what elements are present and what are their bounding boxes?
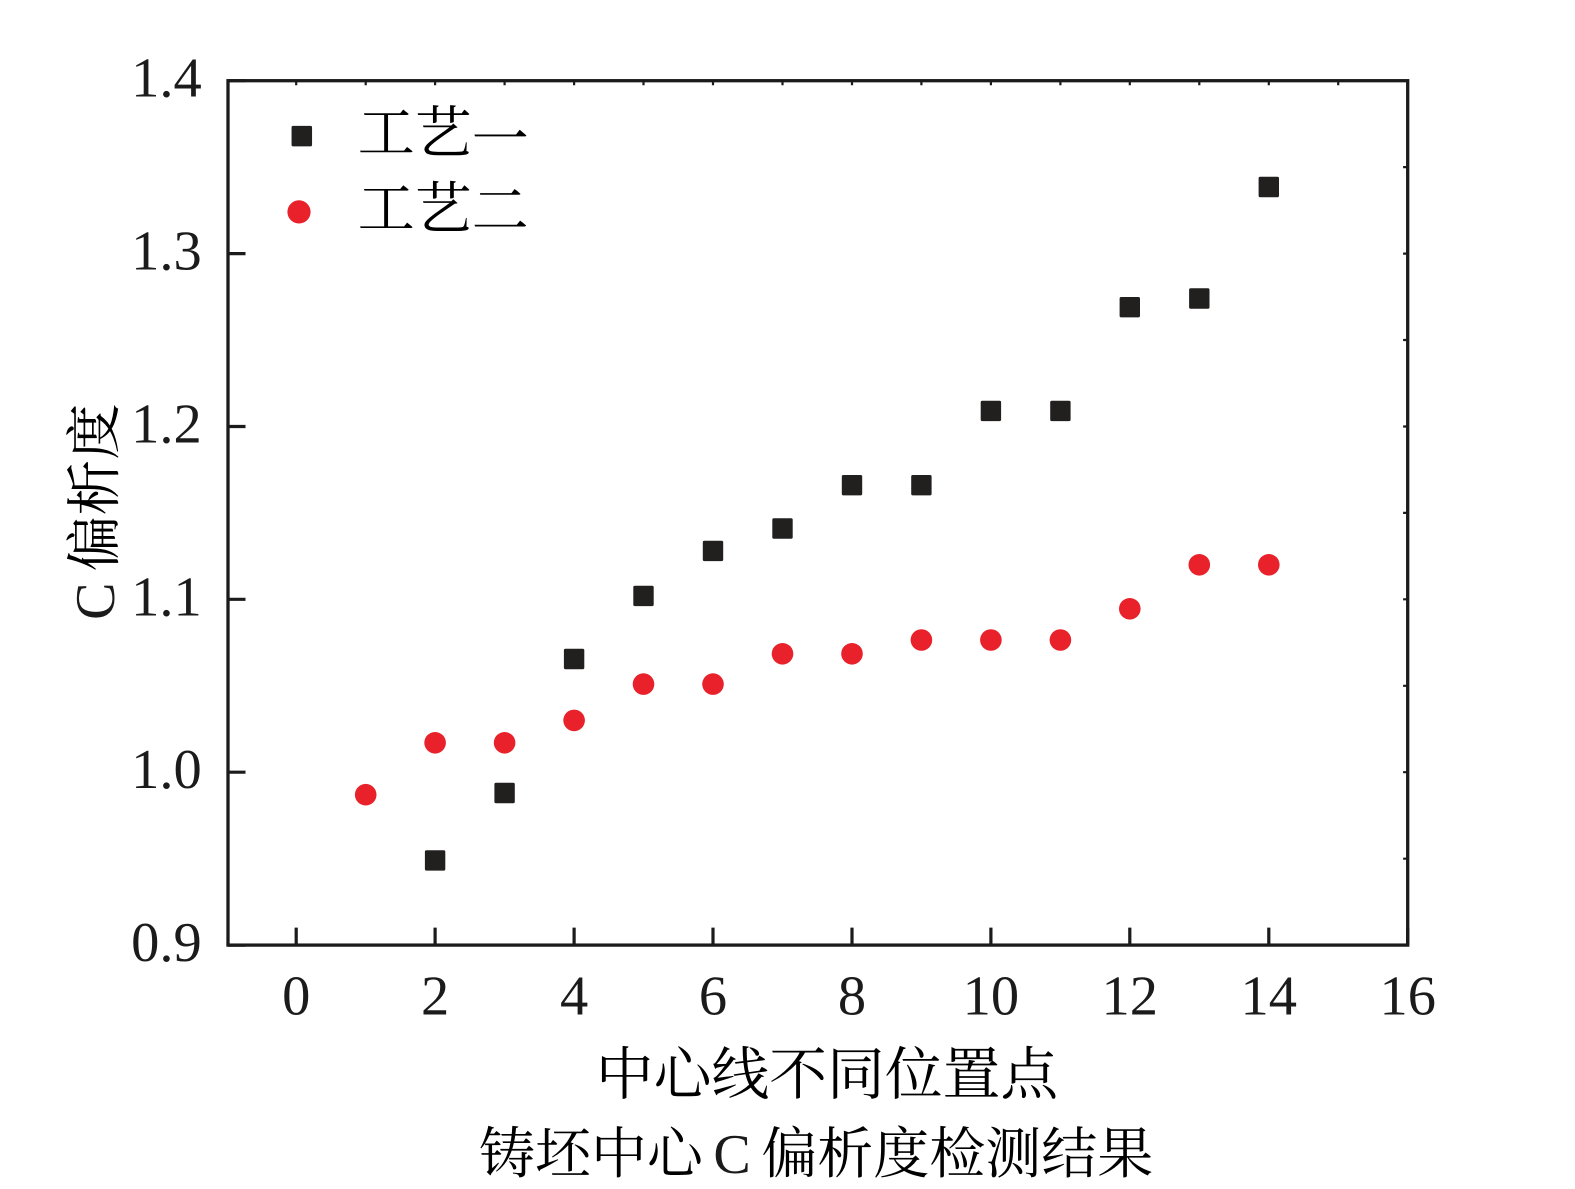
svg-text:C: C [713, 1124, 750, 1186]
svg-text:12: 12 [1102, 966, 1159, 1028]
svg-text:1.2: 1.2 [131, 394, 202, 456]
svg-text:1.4: 1.4 [131, 48, 202, 110]
svg-text:2: 2 [421, 966, 449, 1028]
svg-text:C: C [65, 583, 127, 620]
svg-text:1.0: 1.0 [131, 739, 202, 801]
svg-text:10: 10 [963, 966, 1020, 1028]
svg-text:0: 0 [282, 966, 310, 1028]
svg-text:14: 14 [1241, 966, 1298, 1028]
svg-text:8: 8 [838, 966, 866, 1028]
svg-text:6: 6 [699, 966, 727, 1028]
svg-text:1.3: 1.3 [131, 221, 202, 283]
svg-text:4: 4 [560, 966, 588, 1028]
svg-text:1.1: 1.1 [131, 566, 202, 628]
svg-text:0.9: 0.9 [131, 912, 202, 974]
svg-text:16: 16 [1379, 966, 1436, 1028]
